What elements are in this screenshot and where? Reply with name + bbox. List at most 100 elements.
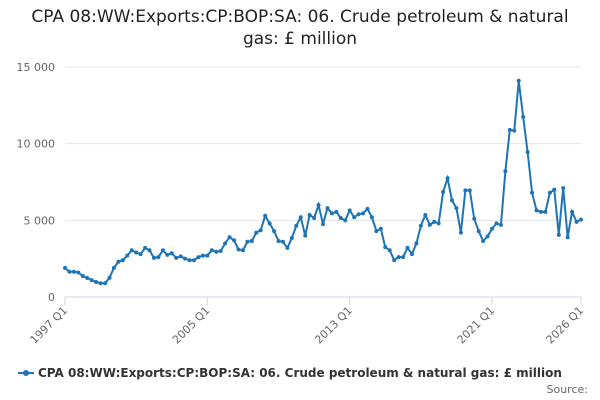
data-point	[325, 206, 330, 211]
data-point	[561, 186, 566, 191]
data-point	[418, 223, 423, 228]
data-point	[160, 248, 165, 253]
y-tick-label: 5 000	[24, 214, 56, 227]
data-point	[525, 150, 530, 155]
data-point	[538, 209, 543, 214]
data-point	[396, 255, 401, 260]
data-line	[64, 80, 582, 285]
data-point	[361, 211, 366, 216]
data-point	[369, 215, 374, 220]
data-point	[503, 169, 508, 174]
data-point	[147, 248, 152, 253]
data-point	[556, 232, 561, 237]
data-point	[103, 281, 108, 286]
x-tick-label: 1997 Q1	[28, 304, 71, 347]
data-point	[80, 273, 85, 278]
y-tick-label: 10 000	[17, 138, 56, 151]
data-point	[414, 241, 419, 246]
data-point	[378, 226, 383, 231]
data-point	[356, 212, 361, 217]
data-point	[294, 223, 299, 228]
data-point	[280, 239, 285, 244]
data-point	[214, 249, 219, 254]
data-point	[232, 238, 237, 243]
data-point	[129, 248, 134, 253]
y-tick-label: 0	[48, 291, 55, 304]
data-point	[276, 239, 281, 244]
data-point	[316, 203, 321, 207]
data-point	[307, 212, 312, 217]
data-point	[427, 222, 432, 227]
data-point	[285, 245, 290, 250]
data-point	[507, 127, 512, 132]
data-point	[258, 228, 263, 233]
data-point	[187, 258, 192, 263]
data-point	[432, 219, 437, 224]
chart-title: CPA 08:WW:Exports:CP:BOP:SA: 06. Crude p…	[31, 7, 569, 49]
data-point	[552, 187, 557, 192]
data-point	[298, 215, 303, 220]
data-point	[240, 248, 245, 253]
data-point	[223, 241, 228, 246]
data-point	[467, 188, 472, 193]
data-point	[485, 234, 490, 239]
data-point	[445, 176, 450, 181]
data-point	[543, 209, 548, 214]
data-point	[374, 229, 379, 234]
data-point	[205, 253, 210, 258]
data-point	[321, 222, 325, 227]
y-tick-label: 15 000	[17, 61, 56, 74]
data-point	[178, 254, 183, 259]
data-point	[67, 269, 72, 274]
data-point	[534, 208, 539, 213]
data-point	[409, 252, 414, 257]
data-point	[565, 235, 570, 240]
data-point	[76, 270, 81, 275]
data-point	[116, 259, 121, 264]
data-point	[516, 78, 521, 83]
data-point	[579, 217, 583, 222]
data-point	[498, 222, 503, 227]
data-point	[365, 206, 370, 211]
data-point	[94, 279, 99, 284]
data-point	[454, 206, 459, 211]
x-tick-label: 2005 Q1	[170, 304, 213, 347]
source-label: Source:	[547, 383, 589, 396]
data-point	[512, 128, 517, 133]
data-point	[192, 258, 196, 263]
data-point	[405, 245, 410, 250]
data-point	[521, 114, 526, 119]
data-point	[71, 269, 76, 274]
data-point	[245, 239, 250, 244]
data-point	[156, 255, 161, 260]
data-point	[111, 265, 116, 270]
data-point	[209, 248, 214, 253]
data-point	[334, 209, 339, 214]
data-point	[254, 230, 259, 235]
data-point	[169, 251, 174, 256]
data-point	[174, 255, 179, 260]
data-point	[263, 213, 268, 218]
x-tick-label: 2021 Q1	[455, 304, 498, 347]
data-point	[196, 255, 201, 260]
x-tick-label: 2013 Q1	[312, 304, 355, 347]
data-point	[387, 248, 392, 253]
data-point	[125, 253, 130, 258]
data-point	[200, 253, 205, 258]
data-point	[303, 233, 308, 238]
data-point	[476, 229, 481, 234]
data-point	[218, 249, 223, 253]
data-point	[494, 221, 499, 226]
data-point	[272, 229, 277, 234]
data-point	[401, 255, 406, 260]
legend-marker	[23, 370, 29, 376]
data-point	[312, 216, 317, 221]
data-point	[441, 189, 446, 194]
data-point	[458, 230, 463, 235]
data-point	[236, 247, 241, 252]
data-point	[267, 221, 272, 226]
data-point	[120, 258, 125, 263]
data-point	[574, 219, 579, 224]
